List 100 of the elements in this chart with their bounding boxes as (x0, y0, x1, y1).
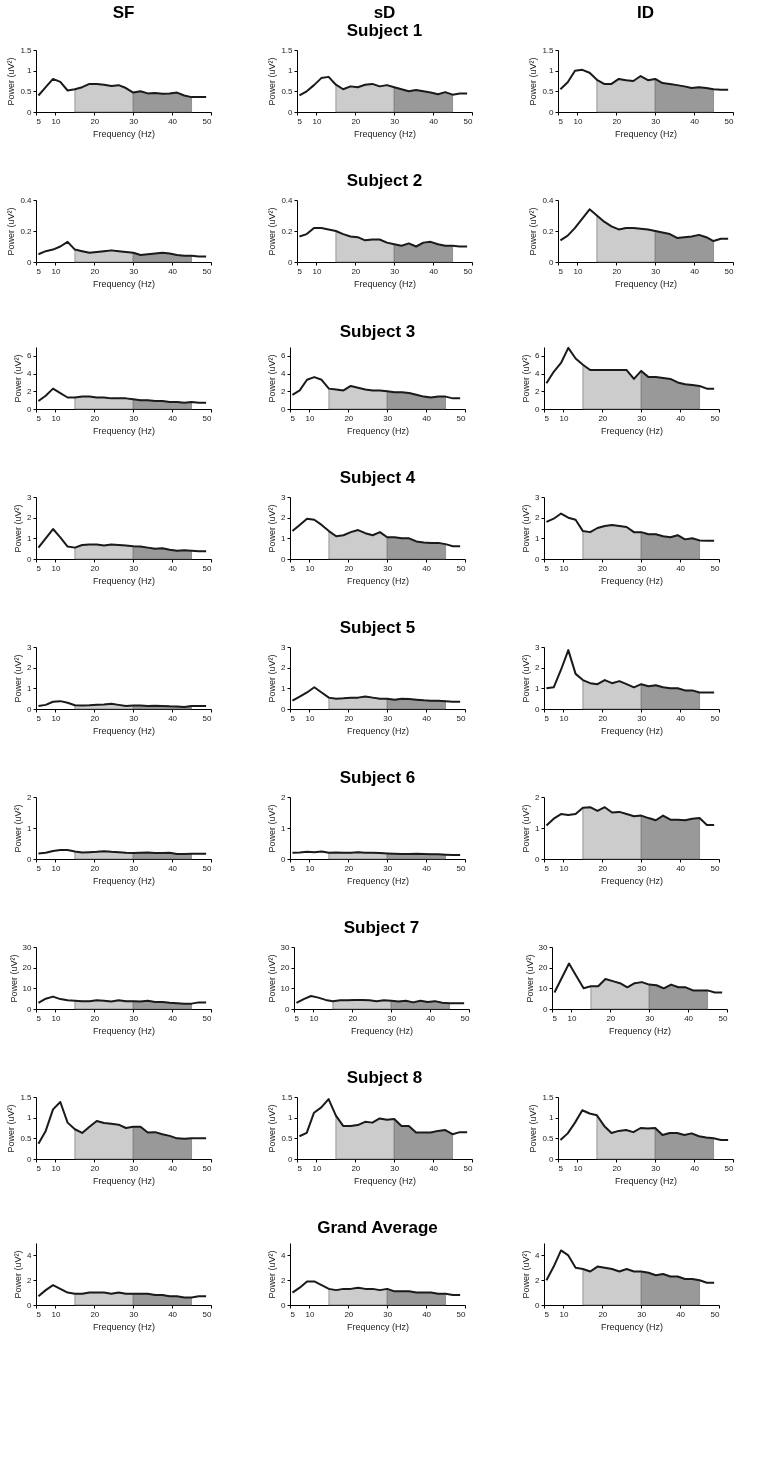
y-axis-title: Power (uV²) (528, 1104, 539, 1153)
x-tick-label: 10 (305, 563, 315, 573)
y-tick-label: 1 (288, 1113, 294, 1123)
y-tick-label: 6 (281, 351, 287, 361)
line-series (559, 208, 730, 243)
x-axis-title: Frequency (Hz) (92, 1025, 156, 1036)
y-tick-label: 0 (549, 107, 555, 117)
x-tick-label: 40 (676, 863, 686, 873)
x-tick-label: 10 (51, 1309, 61, 1319)
x-tick-label: 50 (202, 563, 213, 573)
x-tick-label: 20 (90, 116, 100, 126)
y-tick-label: 0 (285, 1004, 291, 1014)
x-tick-label: 50 (463, 266, 474, 276)
x-tick-label: 50 (202, 1309, 213, 1319)
x-tick-label: 30 (129, 116, 139, 126)
y-tick-label: 4 (535, 369, 541, 379)
y-tick-label: 0.5 (20, 1133, 33, 1143)
y-tick-label: 0.2 (20, 226, 33, 236)
line-series (545, 1249, 716, 1284)
y-tick-label: 2 (535, 513, 541, 523)
y-tick-label: 0 (288, 107, 294, 117)
y-axis-title: Power (uV²) (13, 654, 24, 703)
x-tick-label: 20 (612, 266, 622, 276)
x-tick-label: 50 (463, 1163, 474, 1173)
y-tick-label: 6 (27, 351, 33, 361)
x-tick-label: 10 (305, 713, 315, 723)
x-tick-label: 5 (290, 563, 296, 573)
x-tick-label: 50 (202, 1013, 213, 1023)
x-tick-label: 10 (559, 863, 569, 873)
x-tick-label: 50 (456, 563, 467, 573)
y-tick-label: 1.5 (281, 45, 294, 55)
x-tick-label: 50 (710, 1309, 721, 1319)
x-tick-label: 30 (387, 1013, 397, 1023)
x-tick-label: 10 (51, 1013, 61, 1023)
x-tick-label: 40 (684, 1013, 694, 1023)
x-tick-label: 40 (168, 1163, 178, 1173)
y-tick-label: 0 (535, 854, 541, 864)
x-tick-label: 20 (90, 413, 100, 423)
x-tick-label: 40 (676, 1309, 686, 1319)
y-axis-title: Power (uV²) (521, 654, 532, 703)
x-tick-label: 20 (90, 1013, 100, 1023)
y-axis-title: Power (uV²) (13, 504, 24, 553)
x-tick-label: 40 (168, 116, 178, 126)
x-axis-title: Frequency (Hz) (92, 1175, 156, 1186)
x-tick-label: 30 (129, 563, 139, 573)
y-axis-title: Power (uV²) (6, 1104, 17, 1153)
x-tick-label: 30 (129, 713, 139, 723)
y-tick-label: 3 (535, 492, 541, 502)
chart-subtitle: Subject 1 (346, 21, 423, 40)
y-tick-label: 0 (27, 404, 33, 414)
x-tick-label: 40 (422, 713, 432, 723)
y-axis-title: Power (uV²) (267, 804, 278, 853)
x-tick-label: 5 (290, 413, 296, 423)
chart-title: Subject 5 (339, 618, 416, 637)
y-tick-label: 1.5 (20, 45, 33, 55)
x-tick-label: 50 (718, 1013, 729, 1023)
chart-title: sD (373, 3, 396, 22)
chart-title: Subject 6 (339, 768, 416, 787)
x-tick-label: 50 (456, 1309, 467, 1319)
x-tick-label: 40 (422, 413, 432, 423)
y-tick-label: 0 (27, 257, 33, 267)
y-tick-label: 0.2 (542, 226, 555, 236)
x-tick-label: 40 (690, 1163, 700, 1173)
x-tick-label: 50 (460, 1013, 471, 1023)
line-series (291, 517, 462, 548)
line-series (545, 346, 716, 390)
x-tick-label: 10 (305, 863, 315, 873)
x-tick-label: 50 (710, 413, 721, 423)
x-tick-label: 20 (598, 1309, 608, 1319)
y-tick-label: 0 (281, 1300, 287, 1310)
x-tick-label: 20 (351, 1163, 361, 1173)
y-tick-label: 2 (27, 1275, 33, 1285)
y-tick-label: 0.4 (281, 195, 294, 205)
x-tick-label: 50 (463, 116, 474, 126)
x-tick-label: 40 (426, 1013, 436, 1023)
x-tick-label: 50 (202, 1163, 213, 1173)
y-tick-label: 0.5 (20, 86, 33, 96)
x-axis-title: Frequency (Hz) (346, 725, 410, 736)
y-tick-label: 2 (281, 513, 287, 523)
chart-title: SF (112, 3, 135, 22)
y-tick-label: 2 (281, 663, 287, 673)
y-tick-label: 1.5 (281, 1092, 294, 1102)
y-tick-label: 1 (549, 1113, 555, 1123)
x-axis-title: Frequency (Hz) (353, 278, 417, 289)
y-axis-title: Power (uV²) (267, 1104, 278, 1153)
x-tick-label: 30 (637, 563, 647, 573)
x-axis-title: Frequency (Hz) (600, 725, 664, 736)
y-tick-label: 1 (27, 66, 33, 76)
x-tick-label: 10 (51, 413, 61, 423)
x-tick-label: 10 (51, 116, 61, 126)
y-tick-label: 4 (27, 1250, 33, 1260)
y-tick-label: 2 (281, 386, 287, 396)
y-axis-title: Power (uV²) (13, 1250, 24, 1299)
y-tick-label: 1.5 (542, 45, 555, 55)
x-tick-label: 20 (612, 1163, 622, 1173)
x-tick-label: 20 (598, 863, 608, 873)
y-tick-label: 2 (27, 663, 33, 673)
line-series (545, 649, 716, 694)
x-tick-label: 20 (90, 1309, 100, 1319)
y-tick-label: 0.5 (542, 86, 555, 96)
